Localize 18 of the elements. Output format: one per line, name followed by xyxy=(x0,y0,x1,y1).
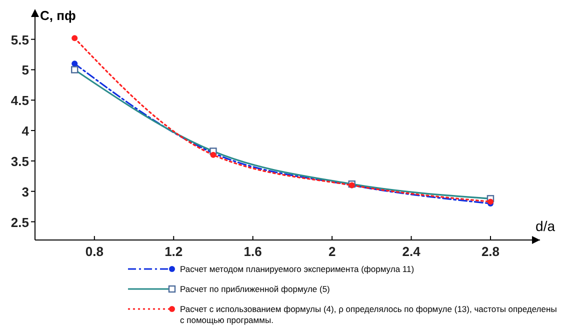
y-tick-label: 3 xyxy=(22,184,29,200)
x-tick-label: 0.8 xyxy=(85,244,104,259)
y-tick-label: 5.5 xyxy=(10,32,29,48)
y-tick-label: 4.5 xyxy=(10,93,29,108)
x-tick-label: 1.2 xyxy=(164,244,183,259)
legend-label: Расчет по приближенной формуле (5) xyxy=(180,284,330,294)
x-tick-label: 2.4 xyxy=(402,244,422,259)
y-tick-label: 2.5 xyxy=(10,214,29,230)
y-axis-title: C, пф xyxy=(40,8,76,23)
y-tick-label: 4 xyxy=(22,124,30,139)
y-tick-label: 5 xyxy=(22,62,29,78)
y-tick-label: 3.5 xyxy=(10,154,29,169)
legend-label: Расчет с использованием формулы (4), ρ определялось по формуле (13), частоты определены с помощью программы. xyxy=(180,304,557,325)
x-tick-label: 2.8 xyxy=(481,244,500,259)
x-tick-label: 2 xyxy=(328,244,336,259)
x-tick-label: 1.6 xyxy=(244,244,262,259)
x-axis-title: d/a xyxy=(536,218,556,234)
legend-label: Расчет методом планируемого эксперимента (формула 11) xyxy=(180,264,414,274)
